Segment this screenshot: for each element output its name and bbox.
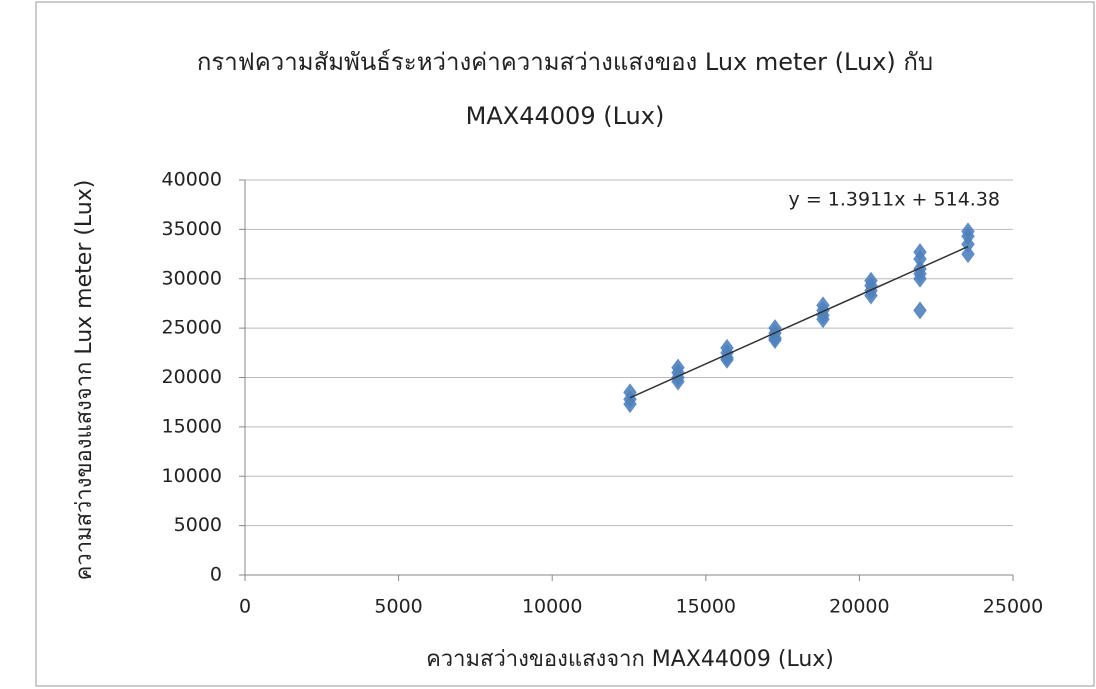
y-tick-label: 35000 xyxy=(162,218,222,240)
frame xyxy=(35,1,1095,687)
point xyxy=(913,250,927,268)
y-tick-label: 0 xyxy=(210,564,222,586)
y-axis-label: ความสว่างของแสงจาก Lux meter (Lux) xyxy=(72,180,97,581)
chart-title: กราฟความสัมพันธ์ระหว่างค่าความสว่างแสงขอ… xyxy=(197,48,933,76)
point xyxy=(816,310,830,329)
point xyxy=(768,330,782,349)
chart-title: MAX44009 (Lux) xyxy=(466,102,665,130)
point xyxy=(623,395,637,414)
y-tick-label: 40000 xyxy=(162,169,222,191)
x-tick-label: 0 xyxy=(239,596,251,618)
trendline xyxy=(629,245,969,399)
x-tick-label: 5000 xyxy=(374,596,422,618)
point xyxy=(671,372,685,391)
y-tick-label: 10000 xyxy=(162,465,222,487)
point xyxy=(913,269,927,288)
x-tick-label: 25000 xyxy=(983,596,1043,618)
point xyxy=(913,301,927,320)
y-tick-label: 5000 xyxy=(174,514,222,536)
y-tick-label: 20000 xyxy=(162,366,222,388)
x-tick-label: 10000 xyxy=(522,596,582,618)
trendline-label: y = 1.3911x + 514.38 xyxy=(789,189,1000,211)
point xyxy=(961,245,975,264)
x-tick-label: 15000 xyxy=(676,596,736,618)
x-axis-label: ความสว่างของแสงจาก MAX44009 (Lux) xyxy=(426,647,834,672)
y-tick-label: 25000 xyxy=(162,317,222,339)
y-tick-label: 15000 xyxy=(162,415,222,437)
x-tick-label: 20000 xyxy=(829,596,889,618)
y-tick-label: 30000 xyxy=(162,267,222,289)
